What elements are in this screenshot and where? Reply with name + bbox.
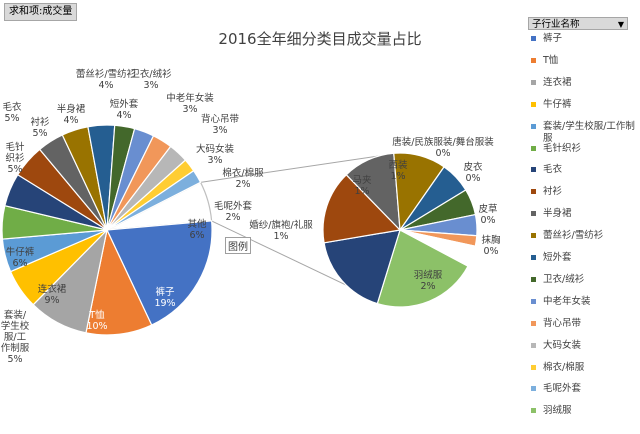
legend-swatch (531, 233, 536, 239)
legend-item[interactable]: 中老年女装 (531, 296, 635, 308)
legend-swatch (531, 386, 536, 392)
legend-item[interactable]: 半身裙 (531, 208, 635, 220)
legend-item[interactable]: 毛衣 (531, 164, 635, 176)
legend-label: 蕾丝衫/雪纺衫 (543, 230, 604, 242)
main-data-label-11: 卫衣/绒衫 3% (130, 68, 172, 91)
main-data-label-4: 套装/学生校服/工作制服 5% (1, 309, 30, 365)
legend-label: 裤子 (543, 33, 563, 44)
secondary-data-label-0: 羽绒服 2% (414, 269, 443, 292)
legend-field-label: 子行业名称 (532, 19, 580, 30)
secondary-data-label-7: 皮草 0% (478, 203, 497, 226)
legend-swatch (531, 342, 536, 348)
secondary-data-label-5: 唐装/民族服装/舞台服装 0% (392, 136, 494, 159)
legend-item[interactable]: 衬衫 (531, 186, 635, 198)
legend-label: 中老年女装 (543, 295, 591, 307)
secondary-data-label-3: 马夹 1% (352, 174, 372, 197)
secondary-pie-slice-0[interactable] (376, 229, 469, 308)
main-data-label-6: 毛衣 5% (2, 101, 22, 124)
legend-swatch (531, 255, 536, 260)
legend-field-filter[interactable]: 子行业名称 ▼ (528, 17, 628, 30)
legend-button[interactable]: 图例 (225, 237, 251, 254)
legend-label: 毛针织衫 (543, 142, 582, 154)
legend-label: 棉衣/棉服 (543, 361, 585, 373)
main-data-label-8: 半身裙 4% (57, 103, 86, 126)
main-data-label-15: 棉衣/棉服 2% (222, 167, 264, 190)
legend-label: 连衣裙 (543, 76, 572, 88)
legend-label: 羽绒服 (543, 405, 572, 417)
legend-swatch (531, 364, 536, 370)
main-data-label-1: T恤 10% (86, 309, 107, 332)
main-data-label-10: 短外套 4% (110, 98, 139, 121)
dropdown-arrow-icon[interactable]: ▼ (617, 20, 624, 29)
legend-swatch (531, 101, 536, 107)
legend-label: 牛仔裤 (543, 98, 572, 110)
legend-item[interactable]: 牛仔裤 (531, 99, 635, 111)
legend-label: 半身裙 (543, 208, 572, 220)
legend-swatch (531, 298, 536, 304)
legend-item[interactable]: 棉衣/棉服 (531, 362, 635, 374)
legend-item[interactable]: 毛针织衫 (531, 143, 635, 155)
legend-swatch (531, 79, 536, 85)
connector-line-top (200, 154, 386, 183)
main-pie (1, 124, 213, 336)
legend-item[interactable]: 毛呢外套 (531, 383, 635, 395)
legend-swatch (531, 276, 536, 282)
secondary-pie-slice-2[interactable] (322, 173, 402, 244)
legend-swatch (531, 123, 536, 129)
main-data-label-12: 中老年女装 3% (166, 92, 214, 115)
legend-item[interactable]: 羽绒服 (531, 405, 635, 417)
main-data-label-0: 裤子 19% (154, 286, 175, 309)
legend-item[interactable]: 连衣裙 (531, 77, 635, 89)
chart-title: 2016全年细分类目成交量占比 (218, 30, 421, 48)
legend-label: 套装/学生校服/工作制服 (543, 120, 635, 144)
legend-swatch (531, 145, 536, 151)
main-pie-slice-16[interactable] (106, 169, 202, 231)
main-data-label-2: 连衣裙 9% (38, 283, 67, 306)
main-pie-slice-0[interactable] (106, 220, 213, 326)
legend-swatch (531, 36, 536, 41)
main-data-label-7: 衬衫 5% (30, 116, 50, 139)
main-data-label-9: 蕾丝衫/雪纺衫 4% (76, 68, 137, 91)
secondary-pie-slice-9[interactable] (399, 229, 476, 267)
legend-item[interactable]: 裤子 (531, 33, 635, 45)
data-labels: 裤子 19% T恤 10% 连衣裙 9%牛仔裤 6% 套装/学生校服/工作制服 5% 毛针织衫 5%… (1, 68, 501, 365)
secondary-pie-slice-1[interactable] (323, 229, 401, 305)
legend-swatch (531, 408, 536, 414)
legend-item[interactable]: 套装/学生校服/工作制服 (531, 121, 635, 145)
legend-label: 毛呢外套 (543, 383, 582, 395)
legend-swatch (531, 57, 536, 63)
legend-label: T恤 (543, 54, 559, 66)
main-data-label-16: 毛呢外套 2% (214, 200, 253, 223)
legend-label: 短外套 (543, 252, 572, 263)
legend-item[interactable]: T恤 (531, 55, 635, 67)
legend-label: 背心吊带 (543, 317, 582, 329)
secondary-data-label-6: 皮衣 0% (463, 161, 483, 184)
legend-item[interactable]: 背心吊带 (531, 318, 635, 330)
main-data-label-5: 毛针织衫 5% (5, 141, 25, 175)
secondary-data-label-8: 抹胸 0% (481, 234, 500, 257)
value-field-button[interactable]: 求和项:成交量 (4, 3, 78, 21)
legend-label: 毛衣 (543, 164, 563, 176)
legend-item[interactable]: 短外套 (531, 252, 635, 264)
legend-swatch (531, 189, 536, 195)
main-data-label-14: 大码女装 3% (196, 143, 235, 166)
legend-item[interactable]: 大码女装 (531, 340, 635, 352)
legend-swatch (531, 320, 536, 326)
main-data-label-3: 牛仔裤 6% (6, 246, 35, 269)
main-data-label-17: 其他 6% (187, 218, 207, 241)
legend-label: 卫衣/绒衫 (543, 273, 585, 285)
legend-label: 大码女装 (543, 339, 582, 351)
legend-label: 衬衫 (543, 186, 563, 198)
legend-item[interactable]: 蕾丝衫/雪纺衫 (531, 230, 635, 242)
main-data-label-13: 背心吊带 3% (201, 113, 240, 136)
legend-swatch (531, 211, 536, 217)
legend-swatch (531, 167, 536, 173)
secondary-data-label-4: 西装 1% (388, 159, 408, 182)
legend-item[interactable]: 卫衣/绒衫 (531, 274, 635, 286)
secondary-pie (322, 152, 478, 308)
secondary-data-label-9: 婚纱/旗袍/礼服 1% (249, 219, 313, 242)
